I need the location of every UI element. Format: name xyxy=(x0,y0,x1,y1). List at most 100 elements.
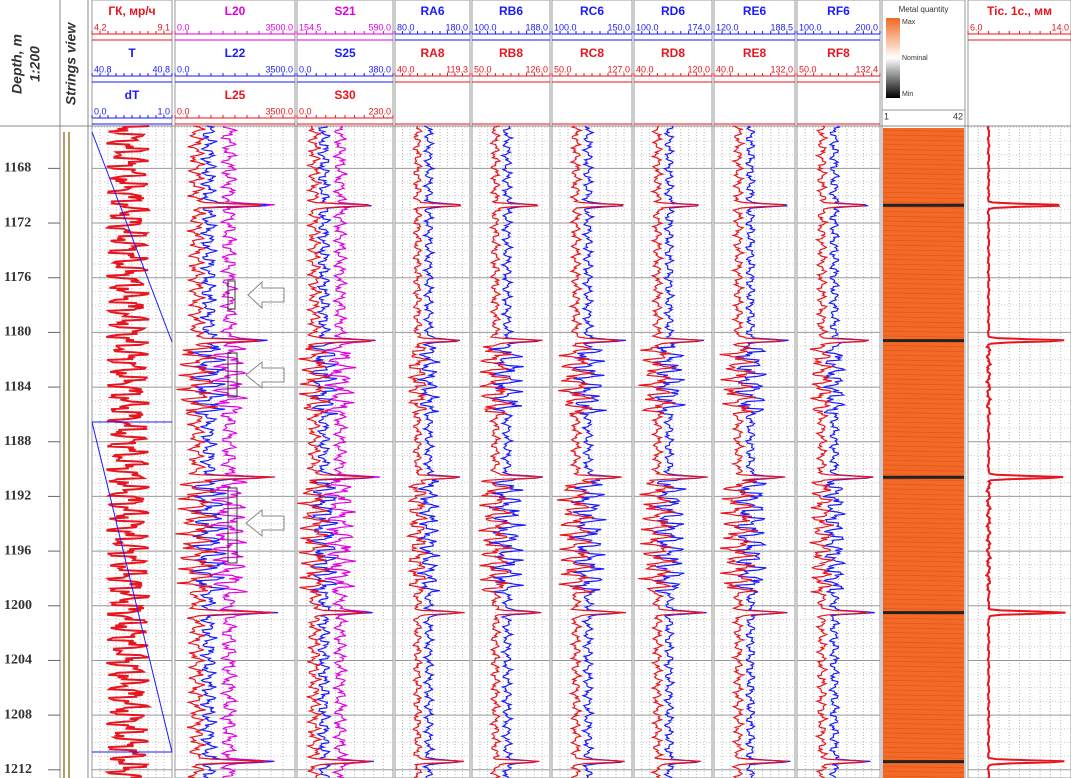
metal-stripe xyxy=(882,464,965,467)
metal-stripe xyxy=(882,679,965,683)
metal-stripe xyxy=(882,129,965,132)
metal-stripe xyxy=(882,536,965,539)
track-frame xyxy=(174,0,296,778)
metal-stripe xyxy=(882,316,965,319)
metal-stripe xyxy=(882,727,965,730)
depth-tick-label: 1188 xyxy=(4,434,31,449)
depth-tick-label: 1192 xyxy=(4,489,31,504)
scale-max: 119.3 xyxy=(446,64,468,74)
metal-stripe xyxy=(882,426,965,429)
scale-max: 3500.0 xyxy=(265,64,293,74)
metal-stripe xyxy=(882,139,965,142)
curve-name: RB8 xyxy=(499,46,523,60)
metal-stripe xyxy=(882,244,965,247)
metal-stripe xyxy=(882,713,965,716)
scale-max: 14.0 xyxy=(1051,22,1069,32)
metal-stripe xyxy=(882,512,965,515)
scale-min: 40.0 xyxy=(636,64,654,74)
metal-stripe xyxy=(882,134,965,137)
metal-stripe xyxy=(882,254,965,257)
metal-stripe xyxy=(882,440,965,443)
scale-min: 50.0 xyxy=(474,64,492,74)
arrow xyxy=(247,280,285,310)
depth-tick-label: 1196 xyxy=(4,543,31,558)
metal-stripe xyxy=(882,584,965,587)
metal-stripe xyxy=(882,182,965,185)
curve-name: RE8 xyxy=(743,46,767,60)
scale-min: 120.0 xyxy=(716,22,739,32)
depth-tick-label: 1180 xyxy=(4,325,31,340)
metal-stripe xyxy=(882,435,965,439)
zone-box xyxy=(227,487,238,564)
collar xyxy=(883,339,964,343)
metal-stripe xyxy=(882,349,965,353)
metal-stripe xyxy=(882,722,965,726)
metal-stripe xyxy=(882,608,965,611)
depth-tick-label: 1184 xyxy=(4,379,31,394)
metal-stripe xyxy=(882,646,965,649)
curve-name: RA8 xyxy=(420,46,444,60)
metal-stripe xyxy=(882,737,965,740)
curve xyxy=(417,125,464,778)
collar xyxy=(883,611,964,615)
curve-name: dT xyxy=(125,88,140,102)
scale-max: 230.0 xyxy=(368,106,391,116)
metal-stripe xyxy=(882,412,965,415)
metal-stripe xyxy=(882,287,965,290)
scale-max: 132.0 xyxy=(770,64,793,74)
metal-stripe xyxy=(882,187,965,190)
metal-stripe xyxy=(882,144,965,147)
metal-stripe xyxy=(882,699,965,702)
metal-right: 42 xyxy=(953,111,963,121)
scale-min: 50.0 xyxy=(554,64,572,74)
metal-stripe xyxy=(882,636,965,640)
metal-max: Max xyxy=(902,19,916,26)
metal-stripe xyxy=(882,732,965,735)
metal-stripe xyxy=(882,502,965,506)
curve-name: RA6 xyxy=(420,4,444,18)
metal-stripe xyxy=(882,703,965,707)
metal-min: Min xyxy=(902,91,913,98)
metal-stripe xyxy=(882,574,965,577)
scale-max: 180.0 xyxy=(445,22,468,32)
metal-stripe xyxy=(882,526,965,530)
depth-tick-label: 1208 xyxy=(4,707,32,722)
metal-stripe xyxy=(882,488,965,491)
curve xyxy=(984,125,1066,778)
metal-stripe xyxy=(882,325,965,329)
scale-min: 40.0 xyxy=(716,64,734,74)
curve xyxy=(569,125,626,778)
metal-stripe xyxy=(882,651,965,654)
curve-name: RC8 xyxy=(580,46,604,60)
metal-stripe xyxy=(882,751,965,754)
metal-stripe xyxy=(882,354,965,357)
metal-stripe xyxy=(882,397,965,400)
metal-stripe xyxy=(882,675,965,678)
curve-name: RE6 xyxy=(743,4,767,18)
metal-stripe xyxy=(882,694,965,697)
scale-max: 9.1 xyxy=(157,22,170,32)
annotations xyxy=(227,280,285,564)
metal-stripe xyxy=(882,770,965,774)
metal-stripe xyxy=(882,158,965,161)
curve xyxy=(821,125,875,778)
scale-min: 100.0 xyxy=(554,22,577,32)
metal-stripe xyxy=(882,239,965,242)
track-frame xyxy=(633,0,713,778)
metal-stripe xyxy=(882,168,965,171)
zone-box xyxy=(227,352,238,398)
scale-min: 4.2 xyxy=(94,22,107,32)
metal-stripe xyxy=(882,579,965,582)
metal-stripe xyxy=(882,622,965,625)
scale-min: 0.0 xyxy=(177,64,190,74)
metal-stripe xyxy=(882,359,965,362)
metal-stripe xyxy=(882,206,965,209)
track-frame xyxy=(713,0,796,778)
metal-stripe xyxy=(882,249,965,252)
scale-min: 0.0 xyxy=(177,22,190,32)
curve xyxy=(733,125,791,778)
depth-tick-label: 1212 xyxy=(4,762,32,777)
scale-max: 3500.0 xyxy=(265,106,293,116)
metal-stripe xyxy=(882,617,965,620)
scale-min: 50.0 xyxy=(799,64,817,74)
